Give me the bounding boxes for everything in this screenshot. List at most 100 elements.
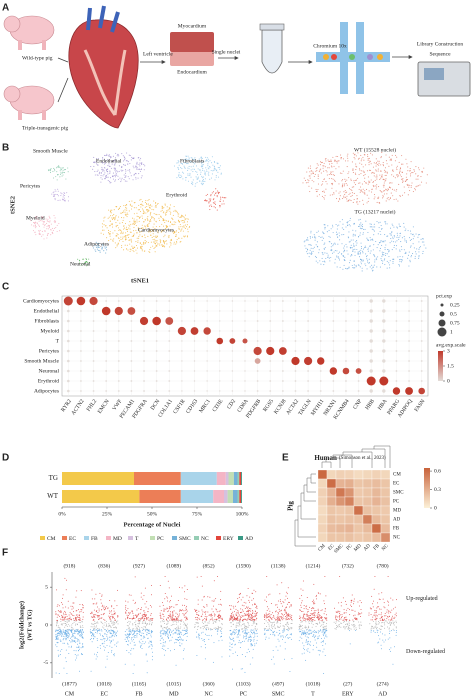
point (60, 623, 62, 625)
point (179, 645, 181, 647)
dot (105, 300, 108, 302)
tsne-point (339, 239, 341, 241)
point (180, 623, 182, 625)
point (139, 619, 141, 621)
point (132, 639, 134, 641)
dot (281, 380, 284, 382)
tsne-point (390, 234, 392, 236)
point (270, 621, 272, 623)
dot (67, 329, 70, 333)
dot (193, 340, 196, 342)
heart-vessel (86, 5, 120, 33)
tsne-point (366, 237, 368, 239)
gene-label: ACTN2 (71, 398, 86, 416)
point (82, 645, 84, 647)
tsne-point (213, 202, 215, 204)
tsne-point (175, 221, 177, 223)
tsne-point (48, 228, 50, 230)
point (230, 630, 232, 632)
point (136, 636, 138, 638)
point (232, 617, 234, 619)
point (177, 616, 179, 618)
point (69, 634, 71, 636)
tsne-point (392, 258, 394, 260)
point (98, 618, 100, 620)
point (212, 661, 214, 663)
gene-label: CSF1R (172, 398, 186, 415)
tsne-point (188, 226, 190, 228)
tsne-point (396, 165, 398, 167)
tsne-point (343, 258, 345, 261)
point (209, 628, 211, 630)
tsne-point (358, 256, 361, 258)
row-label: NC (393, 536, 401, 541)
tsne-point (166, 210, 168, 212)
tsne-point (96, 248, 98, 250)
bar-segment (224, 490, 228, 503)
point (265, 628, 267, 630)
tsne-point (400, 241, 402, 243)
point (126, 638, 128, 640)
colorbar (438, 351, 443, 381)
panel-label: C (2, 282, 9, 293)
legend-dot (439, 311, 445, 317)
point (243, 623, 245, 625)
cluster-label: Adipocytes (84, 241, 109, 247)
dot (256, 320, 259, 322)
point (71, 608, 73, 610)
tsne-point (143, 221, 145, 223)
tsne-point (209, 178, 211, 180)
dot (139, 316, 149, 326)
dot (193, 320, 196, 322)
point (95, 658, 97, 660)
point (79, 603, 81, 605)
ns-points (126, 619, 153, 631)
tsne-point (373, 193, 376, 196)
point (287, 627, 289, 629)
tsne-point (309, 177, 311, 179)
tsne-point (107, 176, 109, 178)
tsne-point (410, 254, 413, 257)
point (94, 623, 96, 625)
point (113, 624, 115, 626)
point (96, 621, 98, 623)
point (230, 605, 232, 607)
point (126, 625, 128, 627)
point (82, 616, 84, 618)
point (251, 618, 253, 620)
point (75, 623, 77, 625)
point (96, 632, 98, 634)
point (232, 614, 234, 616)
tsne-point (135, 207, 137, 209)
tsne-point (196, 171, 198, 173)
tsne-point (381, 259, 383, 261)
point (239, 634, 241, 636)
tsne-point (368, 162, 370, 164)
heat-cell (353, 487, 364, 498)
heat-cell (371, 469, 382, 480)
dot (155, 360, 158, 362)
heat-cell (344, 496, 355, 507)
tsne-point (136, 168, 138, 170)
point (202, 628, 204, 630)
dot (369, 369, 373, 373)
point (55, 644, 57, 646)
count-label: (1089) (166, 562, 181, 569)
point (204, 643, 206, 645)
point (244, 625, 246, 627)
point (170, 624, 172, 626)
tsne-point (372, 269, 374, 271)
point (148, 642, 150, 644)
dot (317, 357, 325, 365)
tsne-point (193, 158, 195, 160)
tsne-point (172, 224, 174, 226)
tsne-point (332, 226, 334, 228)
tsne-point (136, 219, 138, 221)
tsne-point (181, 216, 183, 218)
tsne-point (362, 166, 364, 168)
tsne-point (405, 241, 408, 243)
point (161, 620, 163, 622)
tsne-point (373, 186, 375, 188)
point (220, 603, 222, 605)
point (149, 620, 151, 622)
